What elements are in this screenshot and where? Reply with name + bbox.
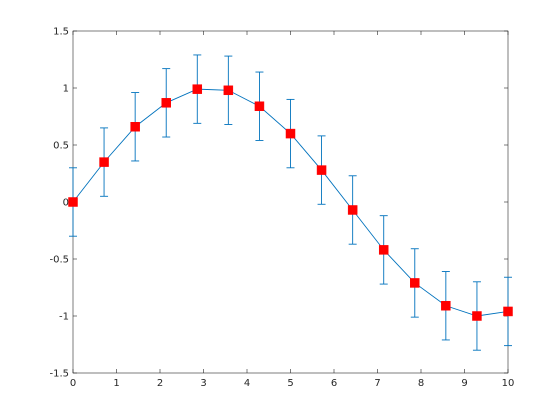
x-tick-label: 7 [374,378,380,389]
x-tick-label: 8 [418,378,424,389]
data-point-marker [378,245,389,255]
data-point-marker [130,122,140,132]
axes [72,30,509,374]
data-point-marker [223,85,234,96]
x-tick-label: 2 [157,378,163,389]
data-point-marker [192,84,203,94]
data-point-marker [410,278,420,288]
y-tick-label: -0.5 [49,255,69,266]
data-point-marker [441,300,451,311]
data-point-marker [285,128,296,139]
y-tick-label: -1.5 [49,369,69,380]
data-point-marker [316,165,327,175]
data-point-marker [503,306,513,317]
x-tick-label: 0 [70,378,76,389]
x-tick-label: 3 [200,378,206,389]
data-point-marker [347,205,358,215]
data-point-marker [68,197,78,207]
x-tick-label: 6 [331,378,337,389]
x-tick-label: 9 [461,378,467,389]
data-point-marker [161,98,171,108]
x-tick-label: 5 [287,378,293,389]
x-tick-label: 1 [113,378,119,389]
y-tick-label: 1 [63,84,69,95]
x-tick-label: 4 [244,378,250,389]
data-point-marker [99,157,109,167]
plot-area-box [72,30,509,374]
data-point-marker [254,101,265,111]
y-tick-label: 0 [63,198,69,209]
data-point-marker [472,311,482,321]
x-tick-label: 10 [502,378,515,389]
tick-labels: 0 1 2 3 4 5 6 7 8 9 10 1.5 1 0.5 0 -0.5 -1 -1.5 [49,27,514,390]
series-markers [68,84,513,321]
y-tick-label: -1 [59,312,69,323]
y-tick-label: 1.5 [53,27,69,38]
y-tick-label: 0.5 [53,141,69,152]
